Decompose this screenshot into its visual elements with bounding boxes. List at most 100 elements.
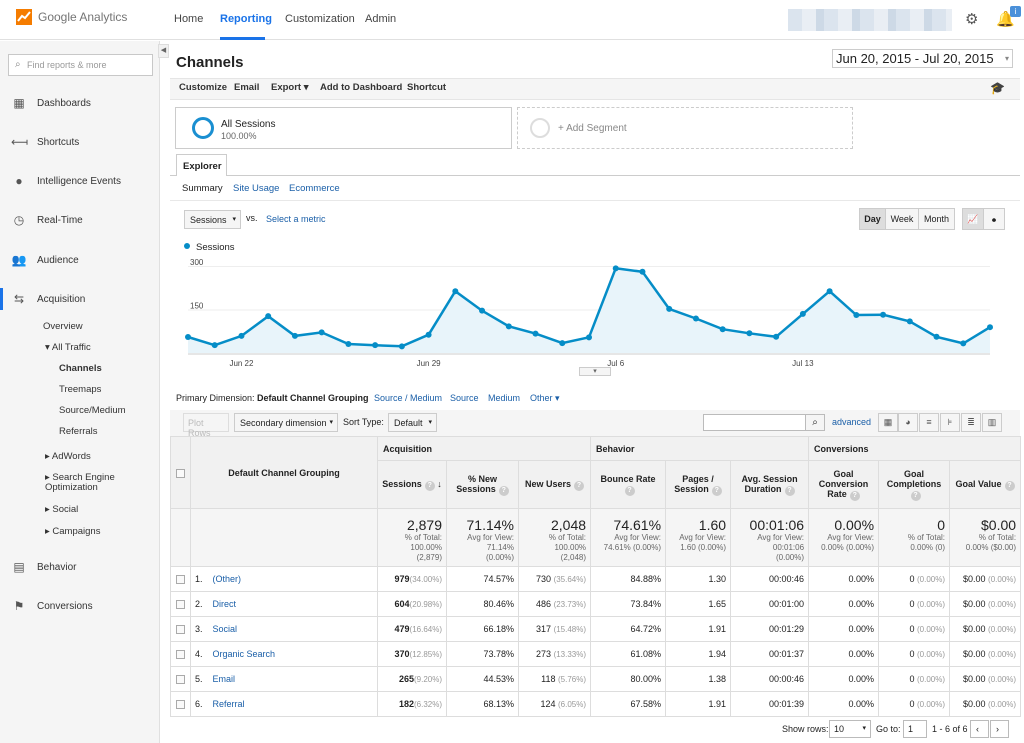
sidebar-item-intelligence[interactable]: ● Intelligence Events — [0, 170, 160, 192]
help-icon[interactable]: ? — [498, 485, 509, 496]
sidebar-overview[interactable]: Overview — [43, 321, 83, 332]
data-point[interactable] — [398, 343, 405, 350]
sidebar-item-shortcuts[interactable]: ⟻ Shortcuts — [0, 131, 160, 153]
data-point[interactable] — [318, 329, 325, 336]
column-header[interactable]: Sessions? ↓ — [377, 460, 447, 509]
select-metric-link[interactable]: Select a metric — [266, 214, 326, 224]
prev-page-button[interactable]: ‹ — [970, 720, 989, 738]
advanced-filter-link[interactable]: advanced — [832, 417, 872, 427]
dimension-source[interactable]: Source — [450, 393, 479, 403]
data-point[interactable] — [933, 333, 940, 340]
data-point[interactable] — [960, 340, 967, 347]
sidebar-item-realtime[interactable]: ◷ Real-Time — [0, 209, 160, 231]
help-icon[interactable]: ? — [711, 485, 722, 496]
data-point[interactable] — [185, 334, 191, 341]
data-point[interactable] — [452, 288, 459, 295]
channel-link[interactable]: Referral — [212, 699, 245, 709]
row-select-cell[interactable] — [170, 616, 191, 642]
comparison-view-icon[interactable]: ⊧ — [940, 413, 960, 432]
add-to-dashboard-button[interactable]: Add to Dashboard — [320, 82, 403, 93]
sidebar-item-acquisition[interactable]: ⇆ Acquisition — [0, 288, 160, 310]
column-header[interactable]: Bounce Rate? — [590, 460, 667, 509]
data-point[interactable] — [987, 324, 993, 331]
table-row[interactable]: 1. (Other) 979(34.00%) 74.57% 730 (35.64%) 8… — [170, 566, 1022, 592]
channel-link[interactable]: Email — [212, 674, 236, 684]
data-point[interactable] — [238, 332, 245, 339]
data-point[interactable] — [719, 326, 726, 333]
column-header[interactable]: New Users? — [517, 460, 592, 509]
sidebar-all-traffic[interactable]: ▾ All Traffic — [45, 342, 91, 353]
month-button[interactable]: Month — [918, 208, 955, 230]
data-point[interactable] — [746, 330, 753, 337]
motion-chart-icon[interactable]: ⦁ — [983, 208, 1005, 230]
nav-home[interactable]: Home — [174, 13, 204, 25]
select-all-checkbox[interactable] — [176, 468, 185, 478]
show-rows-select[interactable]: 10 ▾ — [829, 720, 871, 738]
column-header[interactable]: % New Sessions? — [446, 460, 519, 509]
channel-link[interactable]: Organic Search — [212, 649, 276, 659]
dimension-source-medium[interactable]: Source / Medium — [374, 393, 443, 403]
subtab-ecommerce[interactable]: Ecommerce — [289, 183, 340, 194]
column-header[interactable]: Goal Value? — [949, 460, 1022, 509]
row-checkbox[interactable] — [176, 700, 185, 710]
subtab-summary[interactable]: Summary — [182, 183, 223, 194]
row-checkbox[interactable] — [176, 650, 185, 660]
next-page-button[interactable]: › — [990, 720, 1009, 738]
table-row[interactable]: 2. Direct 604(20.98%) 80.46% 486 (23.73%) 73… — [170, 591, 1022, 617]
sidebar-collapse-button[interactable]: ◀ — [158, 44, 169, 58]
column-header[interactable]: Goal Conversion Rate? — [808, 460, 880, 509]
data-point[interactable] — [612, 265, 619, 272]
nav-admin[interactable]: Admin — [365, 13, 397, 25]
sidebar-referrals[interactable]: Referrals — [59, 426, 98, 437]
data-point[interactable] — [692, 315, 699, 322]
data-point[interactable] — [666, 305, 673, 312]
help-icon[interactable]: ? — [849, 490, 860, 501]
subtab-site-usage[interactable]: Site Usage — [233, 183, 280, 194]
data-point[interactable] — [799, 310, 806, 317]
dimension-medium[interactable]: Medium — [488, 393, 521, 403]
row-select-cell[interactable] — [170, 666, 191, 692]
help-icon[interactable]: ? — [574, 480, 585, 491]
sidebar-channels[interactable]: Channels — [59, 363, 102, 374]
help-icon[interactable]: ? — [424, 480, 435, 491]
add-segment-button[interactable]: + Add Segment — [517, 107, 853, 149]
dimension-header[interactable]: Default Channel Grouping — [190, 436, 378, 509]
sidebar-item-behavior[interactable]: ▤ Behavior — [0, 556, 160, 578]
shortcut-button[interactable]: Shortcut — [407, 82, 447, 93]
line-chart-icon[interactable]: 📈 — [962, 208, 984, 230]
column-header[interactable]: Goal Completions? — [878, 460, 951, 509]
table-row[interactable]: 6. Referral 182(6.32%) 68.13% 124 (6.05%) 67… — [170, 691, 1022, 717]
customize-button[interactable]: Customize — [179, 82, 228, 93]
email-button[interactable]: Email — [234, 82, 260, 93]
data-point[interactable] — [826, 288, 833, 295]
day-button[interactable]: Day — [859, 208, 886, 230]
performance-view-icon[interactable]: ≡ — [919, 413, 939, 432]
data-point[interactable] — [853, 312, 860, 319]
chart-resize-handle[interactable]: ▾ — [579, 367, 611, 376]
column-header[interactable]: Pages / Session? — [665, 460, 732, 509]
data-point[interactable] — [906, 318, 913, 325]
nav-reporting[interactable]: Reporting — [220, 13, 272, 25]
channel-link[interactable]: Social — [212, 624, 238, 634]
data-point[interactable] — [372, 342, 379, 349]
term-cloud-view-icon[interactable]: ≣ — [961, 413, 981, 432]
sidebar-source-medium[interactable]: Source/Medium — [59, 405, 126, 416]
data-point[interactable] — [880, 311, 887, 318]
row-checkbox[interactable] — [176, 675, 185, 685]
tab-explorer[interactable]: Explorer — [176, 154, 227, 176]
secondary-dimension-select[interactable]: Secondary dimension ▾ — [234, 413, 338, 432]
search-input[interactable]: ⌕ Find reports & more — [8, 54, 153, 76]
table-row[interactable]: 4. Organic Search 370(12.85%) 73.78% 273 (1… — [170, 641, 1022, 667]
data-point[interactable] — [265, 313, 272, 320]
search-icon[interactable]: ⌕ — [805, 414, 825, 431]
data-point[interactable] — [425, 331, 432, 338]
sidebar-adwords[interactable]: ▸ AdWords — [45, 451, 91, 462]
sort-type-select[interactable]: Default ▾ — [388, 413, 437, 432]
pivot-view-icon[interactable]: ▥ — [982, 413, 1002, 432]
data-point[interactable] — [639, 268, 646, 275]
data-point[interactable] — [559, 340, 566, 347]
row-select-cell[interactable] — [170, 641, 191, 667]
row-select-cell[interactable] — [170, 591, 191, 617]
pie-view-icon[interactable]: ◕ — [898, 413, 918, 432]
goto-input[interactable]: 1 — [903, 720, 927, 738]
